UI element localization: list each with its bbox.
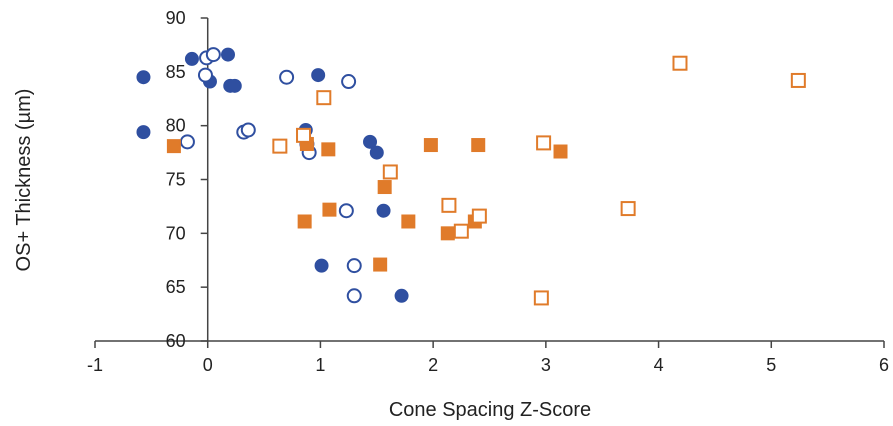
square-point-open [536, 135, 552, 151]
y-tick-label: 70 [166, 223, 186, 243]
square-point-filled [166, 139, 181, 154]
circle-point-open [179, 134, 195, 150]
circle-point-open [346, 258, 362, 274]
circle-point-open [279, 69, 295, 85]
square-point-open [453, 223, 469, 239]
square-point-filled [423, 138, 438, 153]
circle-point-filled [221, 47, 236, 62]
circle-point-filled [227, 78, 242, 93]
circle-point-open [197, 67, 213, 83]
square-point-filled [471, 138, 486, 153]
circle-point-open [338, 203, 354, 219]
x-tick-label: -1 [87, 355, 103, 375]
y-axis-title: OS+ Thickness (µm) [13, 89, 35, 272]
square-point-open [620, 201, 636, 217]
axes: 60 65 70 75 80 85 90 -1 0 1 2 3 4 5 6 [87, 8, 889, 375]
y-tick-label: 85 [166, 62, 186, 82]
circle-point-filled [376, 203, 391, 218]
circle-point-filled [136, 125, 151, 140]
square-point-filled [440, 226, 455, 241]
circle-point-filled [369, 145, 384, 160]
x-tick-label: 4 [654, 355, 664, 375]
circle-point-filled [184, 51, 199, 66]
circle-point-filled [136, 70, 151, 85]
y-tick-label: 75 [166, 170, 186, 190]
square-point-filled [553, 144, 568, 159]
square-point-filled [321, 142, 336, 157]
x-axis-title: Cone Spacing Z-Score [389, 399, 591, 421]
x-tick-label: 3 [541, 355, 551, 375]
y-tick-label: 80 [166, 116, 186, 136]
square-point-open [471, 208, 487, 224]
data-points [136, 47, 806, 306]
circle-point-filled [314, 258, 329, 273]
square-point-open [272, 138, 288, 154]
x-tick-label: 6 [879, 355, 889, 375]
square-point-open [316, 90, 332, 106]
square-point-open [790, 72, 806, 88]
circle-point-open [240, 122, 256, 138]
x-tick-label: 2 [428, 355, 438, 375]
y-tick-label: 60 [166, 331, 186, 351]
square-point-filled [297, 214, 312, 229]
square-point-open [672, 55, 688, 71]
square-point-filled [373, 257, 388, 272]
circle-point-open [341, 74, 357, 90]
circle-point-filled [311, 68, 326, 83]
square-point-open [533, 290, 549, 306]
x-tick-label: 1 [315, 355, 325, 375]
y-tick-label: 90 [166, 8, 186, 28]
x-tick-label: 0 [203, 355, 213, 375]
x-tick-label: 5 [766, 355, 776, 375]
square-point-open [441, 197, 457, 213]
y-tick-label: 65 [166, 277, 186, 297]
circle-point-open [346, 288, 362, 304]
square-point-filled [377, 180, 392, 195]
circle-point-open [205, 47, 221, 63]
square-point-filled [322, 202, 337, 217]
square-point-open [296, 127, 312, 143]
square-point-open [382, 164, 398, 180]
square-point-filled [401, 214, 416, 229]
circle-point-filled [363, 134, 378, 149]
circle-point-filled [394, 288, 409, 303]
